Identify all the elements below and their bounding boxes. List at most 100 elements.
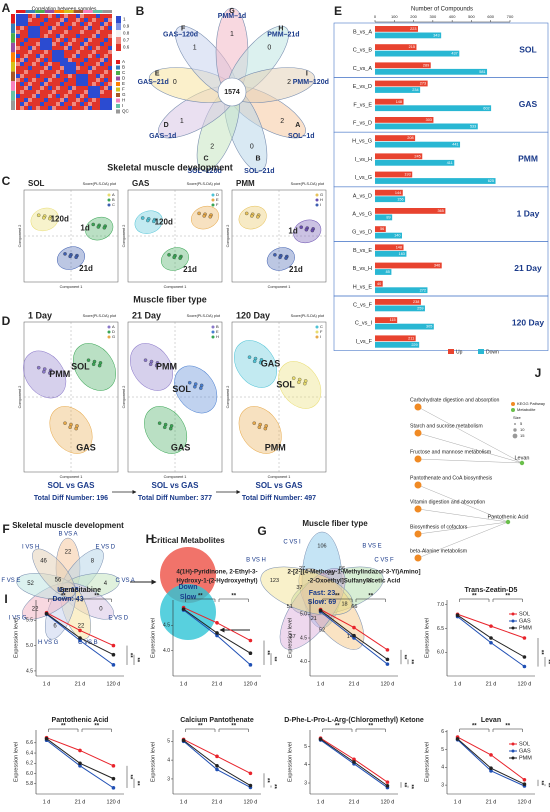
venn-petal xyxy=(279,568,346,650)
heatmap-cell xyxy=(20,98,24,102)
y-axis-label: Expression level xyxy=(150,618,156,658)
heatmap-cell xyxy=(44,78,48,82)
heatmap-cell xyxy=(64,46,68,50)
plot-title: SOL xyxy=(28,179,45,188)
heatmap-cell xyxy=(76,14,80,18)
legend-swatch xyxy=(116,65,120,70)
heatmap-cell xyxy=(48,50,52,54)
heatmap-cell xyxy=(56,70,60,74)
heatmap-cell xyxy=(68,94,72,98)
group-label: PMM xyxy=(265,442,286,452)
colorbar-label: 0.8 xyxy=(123,31,130,36)
heatmap-cell xyxy=(28,74,32,78)
heatmap-cell xyxy=(56,30,60,34)
bar-value: 441 xyxy=(452,143,458,147)
point xyxy=(352,760,356,764)
heatmap-cell xyxy=(16,90,20,94)
sample-point xyxy=(250,214,254,218)
bar xyxy=(375,299,421,305)
legend-dot xyxy=(211,198,215,202)
sig-bracket xyxy=(492,728,523,732)
legend-swatch xyxy=(116,71,120,75)
sample-point xyxy=(140,216,145,220)
heatmap-cell xyxy=(76,102,80,106)
heatmap-cell xyxy=(28,30,32,34)
confidence-ellipse xyxy=(278,361,322,409)
heatmap-cell xyxy=(104,54,108,58)
confidence-ellipse xyxy=(56,246,86,270)
panel-letter: B xyxy=(136,4,145,18)
y-tick-label: F_vs_E xyxy=(353,102,372,108)
group-bar xyxy=(64,10,74,13)
group-bar xyxy=(102,10,112,13)
heatmap-cell xyxy=(24,66,28,70)
heatmap-cell xyxy=(28,34,32,38)
bar-value: 223 xyxy=(410,27,416,31)
y-tick-label: E_vs_D xyxy=(353,84,372,90)
heatmap-cell xyxy=(36,82,40,86)
panel-letter: E xyxy=(334,4,342,18)
heatmap-cell xyxy=(100,90,104,94)
heatmap-cell xyxy=(52,82,56,86)
sample-point xyxy=(299,225,303,229)
sample-point xyxy=(63,421,67,425)
bar-value: 208 xyxy=(407,136,413,140)
venn-letter: I xyxy=(306,71,308,78)
y-tick-label: A_vs_D xyxy=(353,193,372,199)
heatmap-cell xyxy=(24,82,28,86)
heatmap-cell xyxy=(108,58,112,62)
heatmap-cell xyxy=(68,34,72,38)
heatmap-cell xyxy=(88,30,92,34)
significance: ** xyxy=(263,650,269,655)
point xyxy=(111,786,116,790)
heatmap-cell xyxy=(68,46,72,50)
sample-point xyxy=(68,254,72,259)
venn-set: I VS G xyxy=(9,616,27,622)
sample-point xyxy=(199,386,203,390)
heatmap-cell xyxy=(48,98,52,102)
legend-label: GAS xyxy=(519,618,531,624)
heatmap-cell xyxy=(92,66,96,70)
heatmap-cell xyxy=(28,82,32,86)
heatmap-cell xyxy=(52,30,56,34)
heatmap-cell xyxy=(32,26,36,30)
heatmap-cell xyxy=(104,66,108,70)
sample-point xyxy=(48,371,52,375)
heatmap-cell xyxy=(40,30,44,34)
significance: ** xyxy=(472,724,477,730)
point xyxy=(455,737,460,741)
heatmap-cell xyxy=(84,70,88,74)
heatmap-cell xyxy=(68,58,72,62)
venn-count: 18 xyxy=(341,602,347,608)
point xyxy=(248,783,253,788)
section-title: Skeletal muscle development xyxy=(107,162,233,172)
sample-point xyxy=(193,385,197,389)
network-edge xyxy=(417,458,523,464)
group-label: 1d xyxy=(288,227,297,236)
heatmap-cell xyxy=(48,82,52,86)
x-axis-label: Component 1 xyxy=(164,285,187,289)
heatmap-cell xyxy=(104,42,108,46)
heatmap-cell xyxy=(28,106,32,110)
y-tick-label: A_vs_G xyxy=(352,211,372,217)
bar xyxy=(375,98,404,105)
significance: ** xyxy=(126,653,132,658)
heatmap-cell xyxy=(32,82,36,86)
heatmap-cell xyxy=(100,94,104,98)
venn-center xyxy=(217,77,247,107)
comparison: SOL vs GAS xyxy=(152,481,200,490)
heatmap-cell xyxy=(72,22,76,26)
venn-letter: E xyxy=(155,71,160,78)
heatmap-cell xyxy=(32,78,36,82)
heatmap-cell xyxy=(56,106,60,110)
heatmap-cell xyxy=(60,78,64,82)
x-axis-label: Component 1 xyxy=(60,285,83,289)
heatmap-cell xyxy=(44,74,48,78)
pathway-node xyxy=(414,505,422,513)
legend-dot xyxy=(107,193,111,197)
heatmap-cell xyxy=(20,50,24,54)
point xyxy=(181,607,186,611)
y-tick-label: 6.0 xyxy=(437,650,444,656)
metabolite-label: Levan xyxy=(515,455,530,461)
